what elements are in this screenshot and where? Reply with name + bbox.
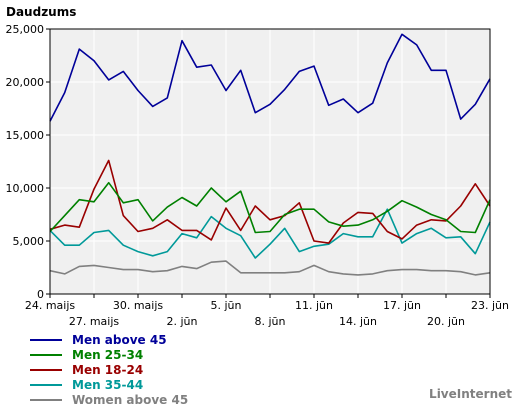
y-tick-label: 5,000 <box>13 235 45 248</box>
legend-item-men-18-24: Men 18-24 <box>30 362 188 377</box>
legend-swatch <box>30 353 62 356</box>
x-tick-label: 27. maijs <box>69 315 120 328</box>
x-tick-label: 11. jūn <box>295 299 333 312</box>
series-line-men-18-24 <box>49 159 491 244</box>
series-lines <box>49 33 491 276</box>
brand-label[interactable]: LiveInternet <box>429 387 512 401</box>
series-line-men-25-34 <box>49 181 491 234</box>
legend-label: Women above 45 <box>72 392 189 407</box>
x-tick-label: 8. jūn <box>255 315 286 328</box>
legend-swatch <box>30 383 62 386</box>
legend-swatch <box>30 398 62 401</box>
y-tick-label: 20,000 <box>6 76 45 89</box>
y-tick-label: 15,000 <box>6 129 45 142</box>
x-tick-label: 5. jūn <box>211 299 242 312</box>
legend-item-men-above-45: Men above 45 <box>30 332 188 347</box>
legend-label: Men 18-24 <box>72 362 144 377</box>
legend: Men above 45 Men 25-34 Men 18-24 Men 35-… <box>30 333 188 408</box>
y-tick-label: 10,000 <box>6 182 45 195</box>
legend-swatch <box>30 338 62 341</box>
x-tick-label: 24. maijs <box>25 299 76 312</box>
y-tick-label: 0 <box>37 288 44 301</box>
series-line-men-35-44 <box>49 208 491 259</box>
x-tick-label: 30. maijs <box>113 299 164 312</box>
legend-swatch <box>30 368 62 371</box>
x-tick-label: 23. jūn <box>471 299 509 312</box>
series-line-men-above-45 <box>49 33 491 122</box>
x-tick-label: 20. jūn <box>427 315 465 328</box>
grid <box>50 29 490 294</box>
x-tick-label: 14. jūn <box>339 315 377 328</box>
legend-item-women-above-45: Women above 45 <box>30 392 189 407</box>
legend-item-men-25-34: Men 25-34 <box>30 347 188 362</box>
legend-label: Men 35-44 <box>72 377 144 392</box>
x-axis-ticks: 24. maijs 30. maijs 5. jūn 11. jūn 17. jūn 23… <box>25 294 509 328</box>
legend-label: Men above 45 <box>72 332 167 347</box>
x-tick-label: 17. jūn <box>383 299 421 312</box>
legend-item-men-35-44: Men 35-44 <box>30 377 188 392</box>
y-axis-ticks: 0 5,000 10,000 15,000 20,000 25,000 <box>6 23 50 301</box>
y-axis-title: Daudzums <box>6 5 76 19</box>
chart-area: Daudzums 05,00010,00015,00020,00025,000 … <box>6 5 510 328</box>
legend-label: Men 25-34 <box>72 347 144 362</box>
x-tick-label: 2. jūn <box>167 315 198 328</box>
y-tick-label: 25,000 <box>6 23 45 36</box>
series-line-women-above-45 <box>49 260 491 276</box>
plot-frame <box>49 28 491 295</box>
